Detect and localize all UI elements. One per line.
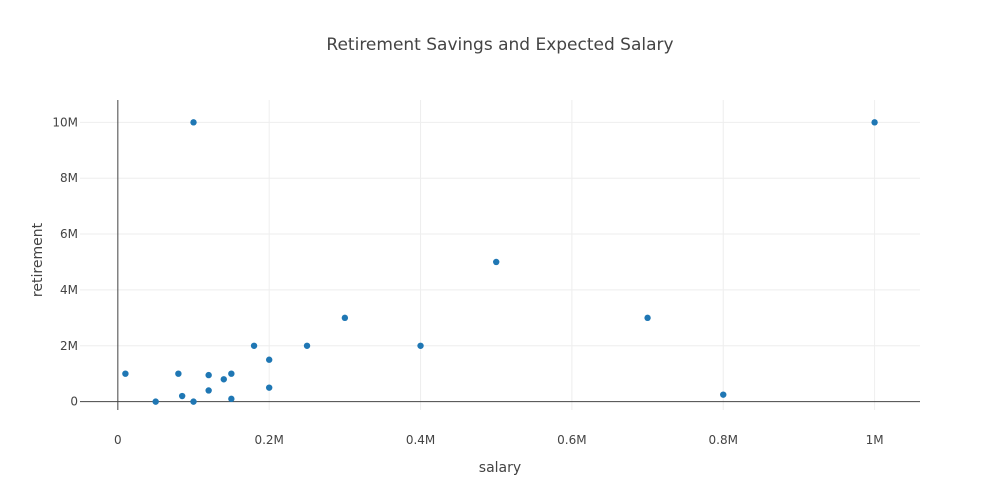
scatter-point <box>341 314 349 322</box>
scatter-point <box>220 376 227 383</box>
scatter-point <box>175 370 182 377</box>
scatter-point <box>303 342 311 349</box>
y-tick-label: 10M <box>52 115 78 129</box>
x-axis-title: salary <box>479 460 521 476</box>
scatter-point <box>265 356 273 363</box>
scatter-point <box>178 392 186 400</box>
scatter-point <box>152 398 159 405</box>
scatter-point <box>228 370 235 377</box>
scatter-point <box>720 391 727 398</box>
x-tick-label: 0.4M <box>406 433 435 447</box>
scatter-point <box>205 371 212 379</box>
y-axis-title: retirement <box>30 222 46 297</box>
y-tick-label: 4M <box>60 283 78 297</box>
scatter-point <box>417 342 424 349</box>
scatter-point <box>871 119 878 126</box>
x-tick-label: 0 <box>114 433 122 447</box>
y-tick-label: 2M <box>60 339 78 353</box>
zero-lines <box>80 100 920 410</box>
x-tick-label: 1M <box>866 433 884 447</box>
chart-title: Retirement Savings and Expected Salary <box>326 35 673 55</box>
scatter-point <box>190 119 197 126</box>
y-tick-label: 0 <box>70 395 78 409</box>
tick-labels: 0 0.2M 0.4M 0.6M 0.8M 1M 0 2M 4M 6M 8M 10M <box>52 115 883 447</box>
y-tick-label: 8M <box>60 171 78 185</box>
scatter-point <box>250 342 258 349</box>
x-tick-label: 0.6M <box>557 433 586 447</box>
scatter-point <box>190 398 197 405</box>
scatter-point <box>493 258 500 266</box>
x-tick-label: 0.8M <box>709 433 738 447</box>
scatter-point <box>228 395 235 403</box>
data-points <box>122 119 878 405</box>
grid-layer <box>80 100 920 410</box>
x-tick-label: 0.2M <box>254 433 283 447</box>
scatter-point <box>644 314 651 322</box>
y-tick-label: 6M <box>60 227 78 241</box>
scatter-point <box>265 384 273 391</box>
scatter-point <box>205 387 212 394</box>
scatter-point <box>122 370 129 377</box>
